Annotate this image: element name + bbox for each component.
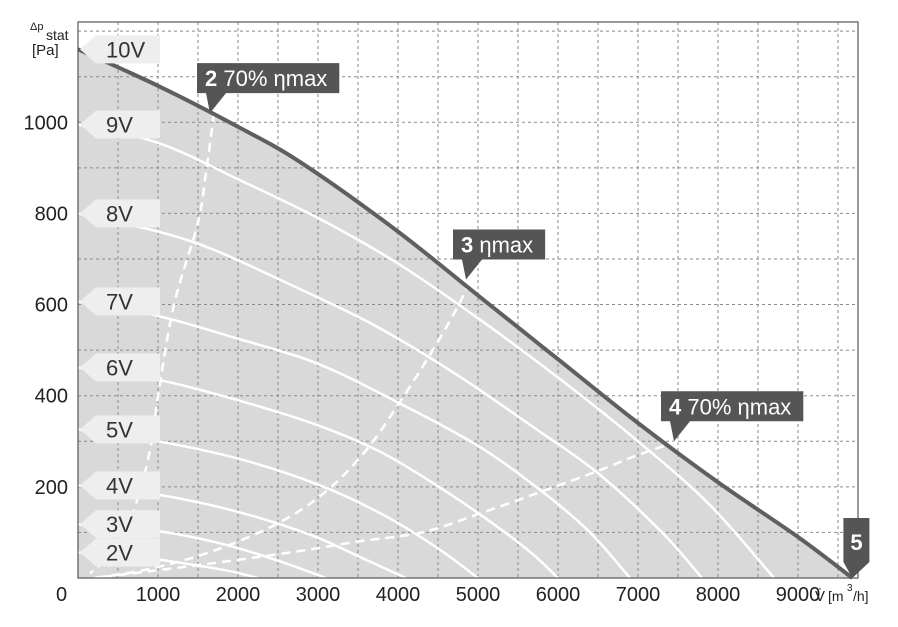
voltage-tag-label: 6V <box>106 355 133 380</box>
voltage-tag-label: 7V <box>106 289 133 314</box>
voltage-tag-8V: 8V <box>80 199 160 228</box>
efficiency-curve-3 <box>93 440 679 580</box>
axis-ticks: 200 400 600 800 1000 1000 2000 3000 4000 5000 6000… <box>24 112 821 606</box>
voltage-tag-label: 8V <box>106 201 133 226</box>
operating-area-fill <box>78 49 853 579</box>
plot-border <box>77 21 859 579</box>
callout-label: 3 ηmax <box>461 232 533 257</box>
x-tick-label: 3000 <box>296 584 341 606</box>
callout-4: 4 70% ηmax <box>661 391 804 442</box>
callout-number: 2 <box>205 66 217 91</box>
x-axis-title: V̇ [m 3 /h] <box>815 583 869 605</box>
voltage-tag-bg <box>80 199 160 228</box>
voltage-tag-7V: 7V <box>80 287 160 316</box>
callout-text: ηmax <box>473 232 533 257</box>
x-tick-label: 6000 <box>536 584 581 606</box>
voltage-tag-6V: 6V <box>80 353 160 382</box>
x-tick-label: 4000 <box>376 584 421 606</box>
y-tick-label: 400 <box>35 386 68 408</box>
voltage-tag-label: 10V <box>106 37 145 62</box>
y-axis-symbol: Δp <box>30 21 43 33</box>
y-axis-subscript: stat <box>46 27 69 43</box>
voltage-tag-4V: 4V <box>80 471 160 500</box>
operating-area <box>78 49 853 579</box>
max-curve-layer <box>77 47 854 580</box>
callout-shape <box>453 229 546 280</box>
y-tick-label: 600 <box>35 295 68 317</box>
voltage-tag-bg <box>80 110 160 139</box>
voltage-tag-bg <box>80 287 160 316</box>
origin-label: 0 <box>56 584 67 606</box>
curve-9V <box>77 123 775 579</box>
x-tick-label: 9000 <box>776 584 821 606</box>
callout-2: 2 70% ηmax <box>197 63 340 114</box>
y-axis-unit: [Pa] <box>32 42 59 59</box>
curve-8V <box>77 212 703 579</box>
voltage-tag-5V: 5V <box>80 415 160 444</box>
voltage-tag-bg <box>80 353 160 382</box>
voltage-tag-bg <box>80 35 160 64</box>
voltage-curves <box>77 123 775 580</box>
voltage-tag-2V: 2V <box>80 538 160 567</box>
callout-5: 5 <box>843 518 870 578</box>
voltage-tag-bg <box>80 471 160 500</box>
voltage-tag-bg <box>80 510 160 539</box>
callout-text: 70% ηmax <box>217 66 327 91</box>
x-tick-label: 1000 <box>136 584 181 606</box>
voltage-tag-10V: 10V <box>80 35 160 64</box>
voltage-tag-label: 9V <box>106 113 133 138</box>
curve-7V <box>77 300 631 579</box>
y-tick-label: 1000 <box>24 112 69 134</box>
callout-label: 2 70% ηmax <box>205 66 327 91</box>
curve-6V <box>77 366 559 579</box>
callout-shape <box>843 518 870 578</box>
x-tick-label: 7000 <box>616 584 661 606</box>
y-tick-label: 800 <box>35 203 68 225</box>
voltage-tag-label: 5V <box>106 417 133 442</box>
x-axis-unit-sup: 3 <box>847 583 853 594</box>
voltage-tag-3V: 3V <box>80 510 160 539</box>
voltage-labels: 10V 9V 8V 7V 6V 5V 4V 3V 2V <box>80 35 160 567</box>
x-axis-symbol: V̇ <box>815 588 825 605</box>
callout-number: 5 <box>850 530 862 555</box>
voltage-tag-label: 4V <box>106 473 133 498</box>
efficiency-curve-2 <box>93 281 472 580</box>
x-axis-unit-suffix: /h] <box>853 588 869 604</box>
y-tick-label: 200 <box>35 477 68 499</box>
callout-label: 4 70% ηmax <box>669 394 791 419</box>
voltage-tag-label: 2V <box>106 540 133 565</box>
x-tick-label: 8000 <box>696 584 741 606</box>
callout-number: 3 <box>461 232 473 257</box>
callout-text: 70% ηmax <box>681 394 791 419</box>
curve-10V-max <box>77 47 854 580</box>
x-tick-label: 5000 <box>456 584 501 606</box>
callout-shape <box>661 391 804 442</box>
voltage-tag-label: 3V <box>106 512 133 537</box>
x-axis-unit-prefix: [m <box>828 588 844 604</box>
callout-shape <box>197 63 340 114</box>
callout-number: 4 <box>669 394 682 419</box>
voltage-tag-bg <box>80 538 160 567</box>
callouts: 2 70% ηmax 3 ηmax 4 70% ηmax 5 <box>197 63 870 578</box>
plot-frame <box>77 21 859 579</box>
voltage-tag-bg <box>80 415 160 444</box>
y-axis-title: Δp stat [Pa] <box>30 21 69 59</box>
x-tick-label: 2000 <box>216 584 261 606</box>
callout-3: 3 ηmax <box>453 229 546 280</box>
grid <box>78 22 858 578</box>
voltage-tag-9V: 9V <box>80 110 160 139</box>
